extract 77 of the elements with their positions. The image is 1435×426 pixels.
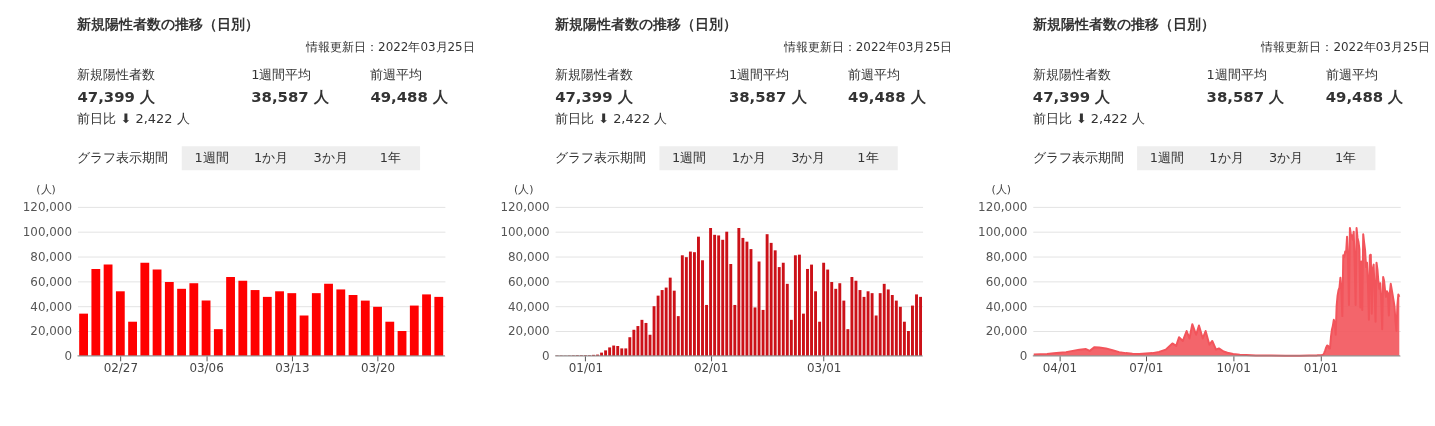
- x-tick-label: 07/01: [1129, 361, 1164, 376]
- y-tick-label: 120,000: [500, 200, 550, 215]
- chart-subtitle: 情報更新日：2022年03月25日: [782, 39, 953, 54]
- y-tick-label: 60,000: [985, 274, 1028, 289]
- text: 1か月: [254, 150, 289, 166]
- y-tick-label: 100,000: [500, 225, 550, 240]
- x-tick-label: 02/01: [693, 361, 729, 376]
- text: 1週間: [1149, 150, 1184, 166]
- text: 前日比 ⬇ 2,422 人: [1032, 111, 1145, 127]
- text: 49,488 人: [370, 87, 449, 106]
- x-tick-label: 03/01: [806, 361, 842, 376]
- text: 1週間平均: [251, 66, 312, 82]
- x-tick-label: 04/01: [1042, 361, 1078, 376]
- y-tick-label: 60,000: [30, 274, 72, 289]
- text: 3か月: [1268, 150, 1304, 166]
- x-tick-label: 03/13: [275, 361, 310, 376]
- text: 1年: [857, 150, 879, 166]
- x-tick-label: 02/27: [103, 361, 138, 376]
- text: 1週間平均: [1206, 66, 1267, 82]
- text: 前週平均: [370, 66, 423, 82]
- y-tick-label: 0: [542, 349, 550, 364]
- text: 前週平均: [1325, 66, 1378, 82]
- text: 1年: [1335, 150, 1357, 166]
- text: 1週間平均: [728, 66, 790, 82]
- y-tick-label: 100,000: [22, 225, 72, 240]
- text: 3か月: [791, 150, 826, 166]
- text: 3か月: [313, 150, 348, 166]
- text: 前週平均: [848, 66, 901, 82]
- y-tick-label: 0: [1019, 349, 1028, 364]
- y-axis-title: (人): [513, 183, 534, 197]
- text: 47,399 人: [77, 87, 157, 106]
- y-tick-label: 120,000: [22, 200, 72, 215]
- text: 前日比 ⬇ 2,422 人: [77, 111, 190, 127]
- text: 1か月: [731, 150, 766, 166]
- chart-title: 新規陽性者数の推移（日別）: [1031, 16, 1215, 33]
- y-tick-label: 0: [64, 349, 72, 364]
- x-tick-label: 01/01: [568, 361, 604, 376]
- x-tick-label: 10/01: [1216, 361, 1251, 376]
- x-tick-label: 03/06: [189, 361, 224, 376]
- text: 38,587 人: [1206, 87, 1286, 106]
- text: 1週間: [194, 150, 229, 166]
- chart-title: 新規陽性者数の推移（日別）: [76, 16, 260, 33]
- y-tick-label: 100,000: [978, 225, 1028, 240]
- text: 47,399 人: [1032, 87, 1112, 106]
- text: グラフ表示期間: [1032, 150, 1124, 166]
- y-tick-label: 80,000: [508, 250, 550, 265]
- y-tick-label: 20,000: [508, 324, 550, 339]
- y-tick-label: 20,000: [985, 324, 1028, 339]
- x-tick-label: 01/01: [1303, 361, 1339, 376]
- text: グラフ表示期間: [77, 150, 169, 166]
- text: 新規陽性者数: [77, 66, 156, 82]
- y-tick-label: 40,000: [985, 299, 1028, 314]
- y-tick-label: 40,000: [508, 299, 550, 314]
- y-axis-title: (人): [991, 183, 1012, 197]
- y-axis-title: (人): [36, 183, 56, 197]
- y-tick-label: 80,000: [985, 250, 1028, 265]
- y-tick-label: 40,000: [30, 299, 72, 314]
- chart-subtitle: 情報更新日：2022年03月25日: [305, 39, 475, 54]
- text: グラフ表示期間: [555, 150, 647, 166]
- text: 1か月: [1209, 150, 1244, 166]
- y-tick-label: 20,000: [30, 324, 72, 339]
- text: 新規陽性者数: [555, 66, 634, 82]
- y-tick-label: 120,000: [978, 200, 1028, 215]
- text: 38,587 人: [251, 87, 330, 106]
- text: 49,488 人: [1325, 87, 1405, 106]
- y-tick-label: 60,000: [508, 274, 550, 289]
- text: 1年: [379, 150, 401, 166]
- x-tick-label: 03/20: [360, 361, 396, 376]
- chart-title: 新規陽性者数の推移（日別）: [554, 16, 738, 33]
- text: 38,587 人: [728, 87, 808, 106]
- text: 新規陽性者数: [1032, 66, 1111, 82]
- chart-subtitle: 情報更新日：2022年03月25日: [1260, 39, 1431, 54]
- text: 49,488 人: [848, 87, 927, 106]
- text: 47,399 人: [555, 87, 634, 106]
- text: 前日比 ⬇ 2,422 人: [555, 111, 668, 127]
- text: 1週間: [672, 150, 707, 166]
- y-tick-label: 80,000: [30, 250, 72, 265]
